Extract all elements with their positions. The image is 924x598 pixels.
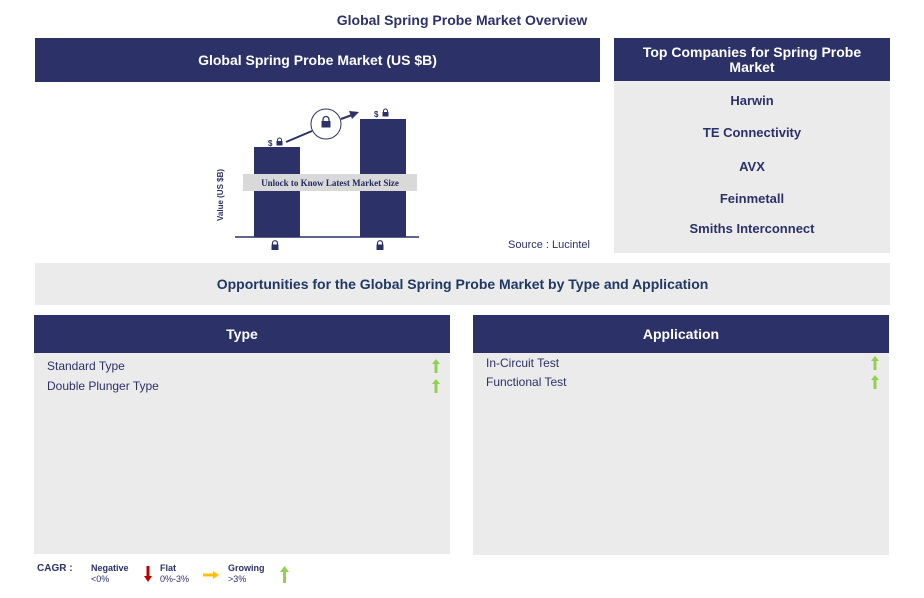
- legend-title: CAGR :: [37, 563, 73, 574]
- type-list: Standard Type Double Plunger Type: [34, 353, 450, 554]
- arrow-up-icon: [871, 356, 879, 373]
- lock-icon: [271, 240, 279, 250]
- company-item: Smiths Interconnect: [689, 221, 815, 236]
- cagr-legend: CAGR : Negative <0% Flat 0%-3% Growing >…: [37, 563, 337, 593]
- opportunities-banner: Opportunities for the Global Spring Prob…: [35, 263, 890, 305]
- svg-text:$: $: [268, 139, 273, 148]
- application-list: In-Circuit Test Functional Test: [473, 353, 889, 555]
- legend-item-negative: Negative <0%: [91, 563, 129, 584]
- market-size-header: Global Spring Probe Market (US $B): [35, 38, 600, 82]
- svg-text:$: $: [374, 110, 379, 119]
- source-label: Source : Lucintel: [508, 239, 590, 251]
- lock-icon: [276, 137, 283, 146]
- y-axis-label: Value (US $B): [216, 169, 225, 221]
- legend-item-flat: Flat 0%-3%: [160, 563, 190, 584]
- lock-icon: [376, 240, 384, 250]
- page-title: Global Spring Probe Market Overview: [336, 12, 588, 28]
- arrow-up-icon: [871, 375, 879, 392]
- arrow-down-icon: [144, 566, 152, 584]
- lock-icon: [321, 115, 331, 128]
- market-size-chart: Value (US $B) $ $ Unlock to Know Latest …: [200, 100, 440, 260]
- application-item-label: In-Circuit Test: [486, 356, 560, 370]
- svg-text:Unlock to Know Latest Market S: Unlock to Know Latest Market Size: [261, 178, 399, 188]
- application-item-label: Functional Test: [486, 375, 567, 389]
- company-item: AVX: [739, 159, 765, 174]
- arrow-up-icon: [432, 359, 440, 376]
- type-header: Type: [34, 315, 450, 353]
- application-header: Application: [473, 315, 889, 353]
- arrow-right-icon: [203, 571, 219, 581]
- companies-header: Top Companies for Spring Probe Market: [614, 38, 890, 81]
- arrow-up-icon: [280, 566, 289, 585]
- arrow-up-icon: [432, 379, 440, 396]
- bar-1: [254, 147, 300, 237]
- companies-list: Harwin TE Connectivity AVX Feinmetall Sm…: [614, 81, 890, 253]
- unlock-overlay: [243, 174, 417, 191]
- cagr-lock-circle: [310, 108, 342, 140]
- lock-icon: [382, 108, 389, 117]
- company-item: TE Connectivity: [702, 125, 802, 140]
- legend-item-growing: Growing >3%: [228, 563, 265, 584]
- company-item: Feinmetall: [719, 191, 785, 206]
- type-item-label: Double Plunger Type: [47, 379, 159, 393]
- type-item-label: Standard Type: [47, 359, 125, 373]
- company-item: Harwin: [730, 93, 774, 108]
